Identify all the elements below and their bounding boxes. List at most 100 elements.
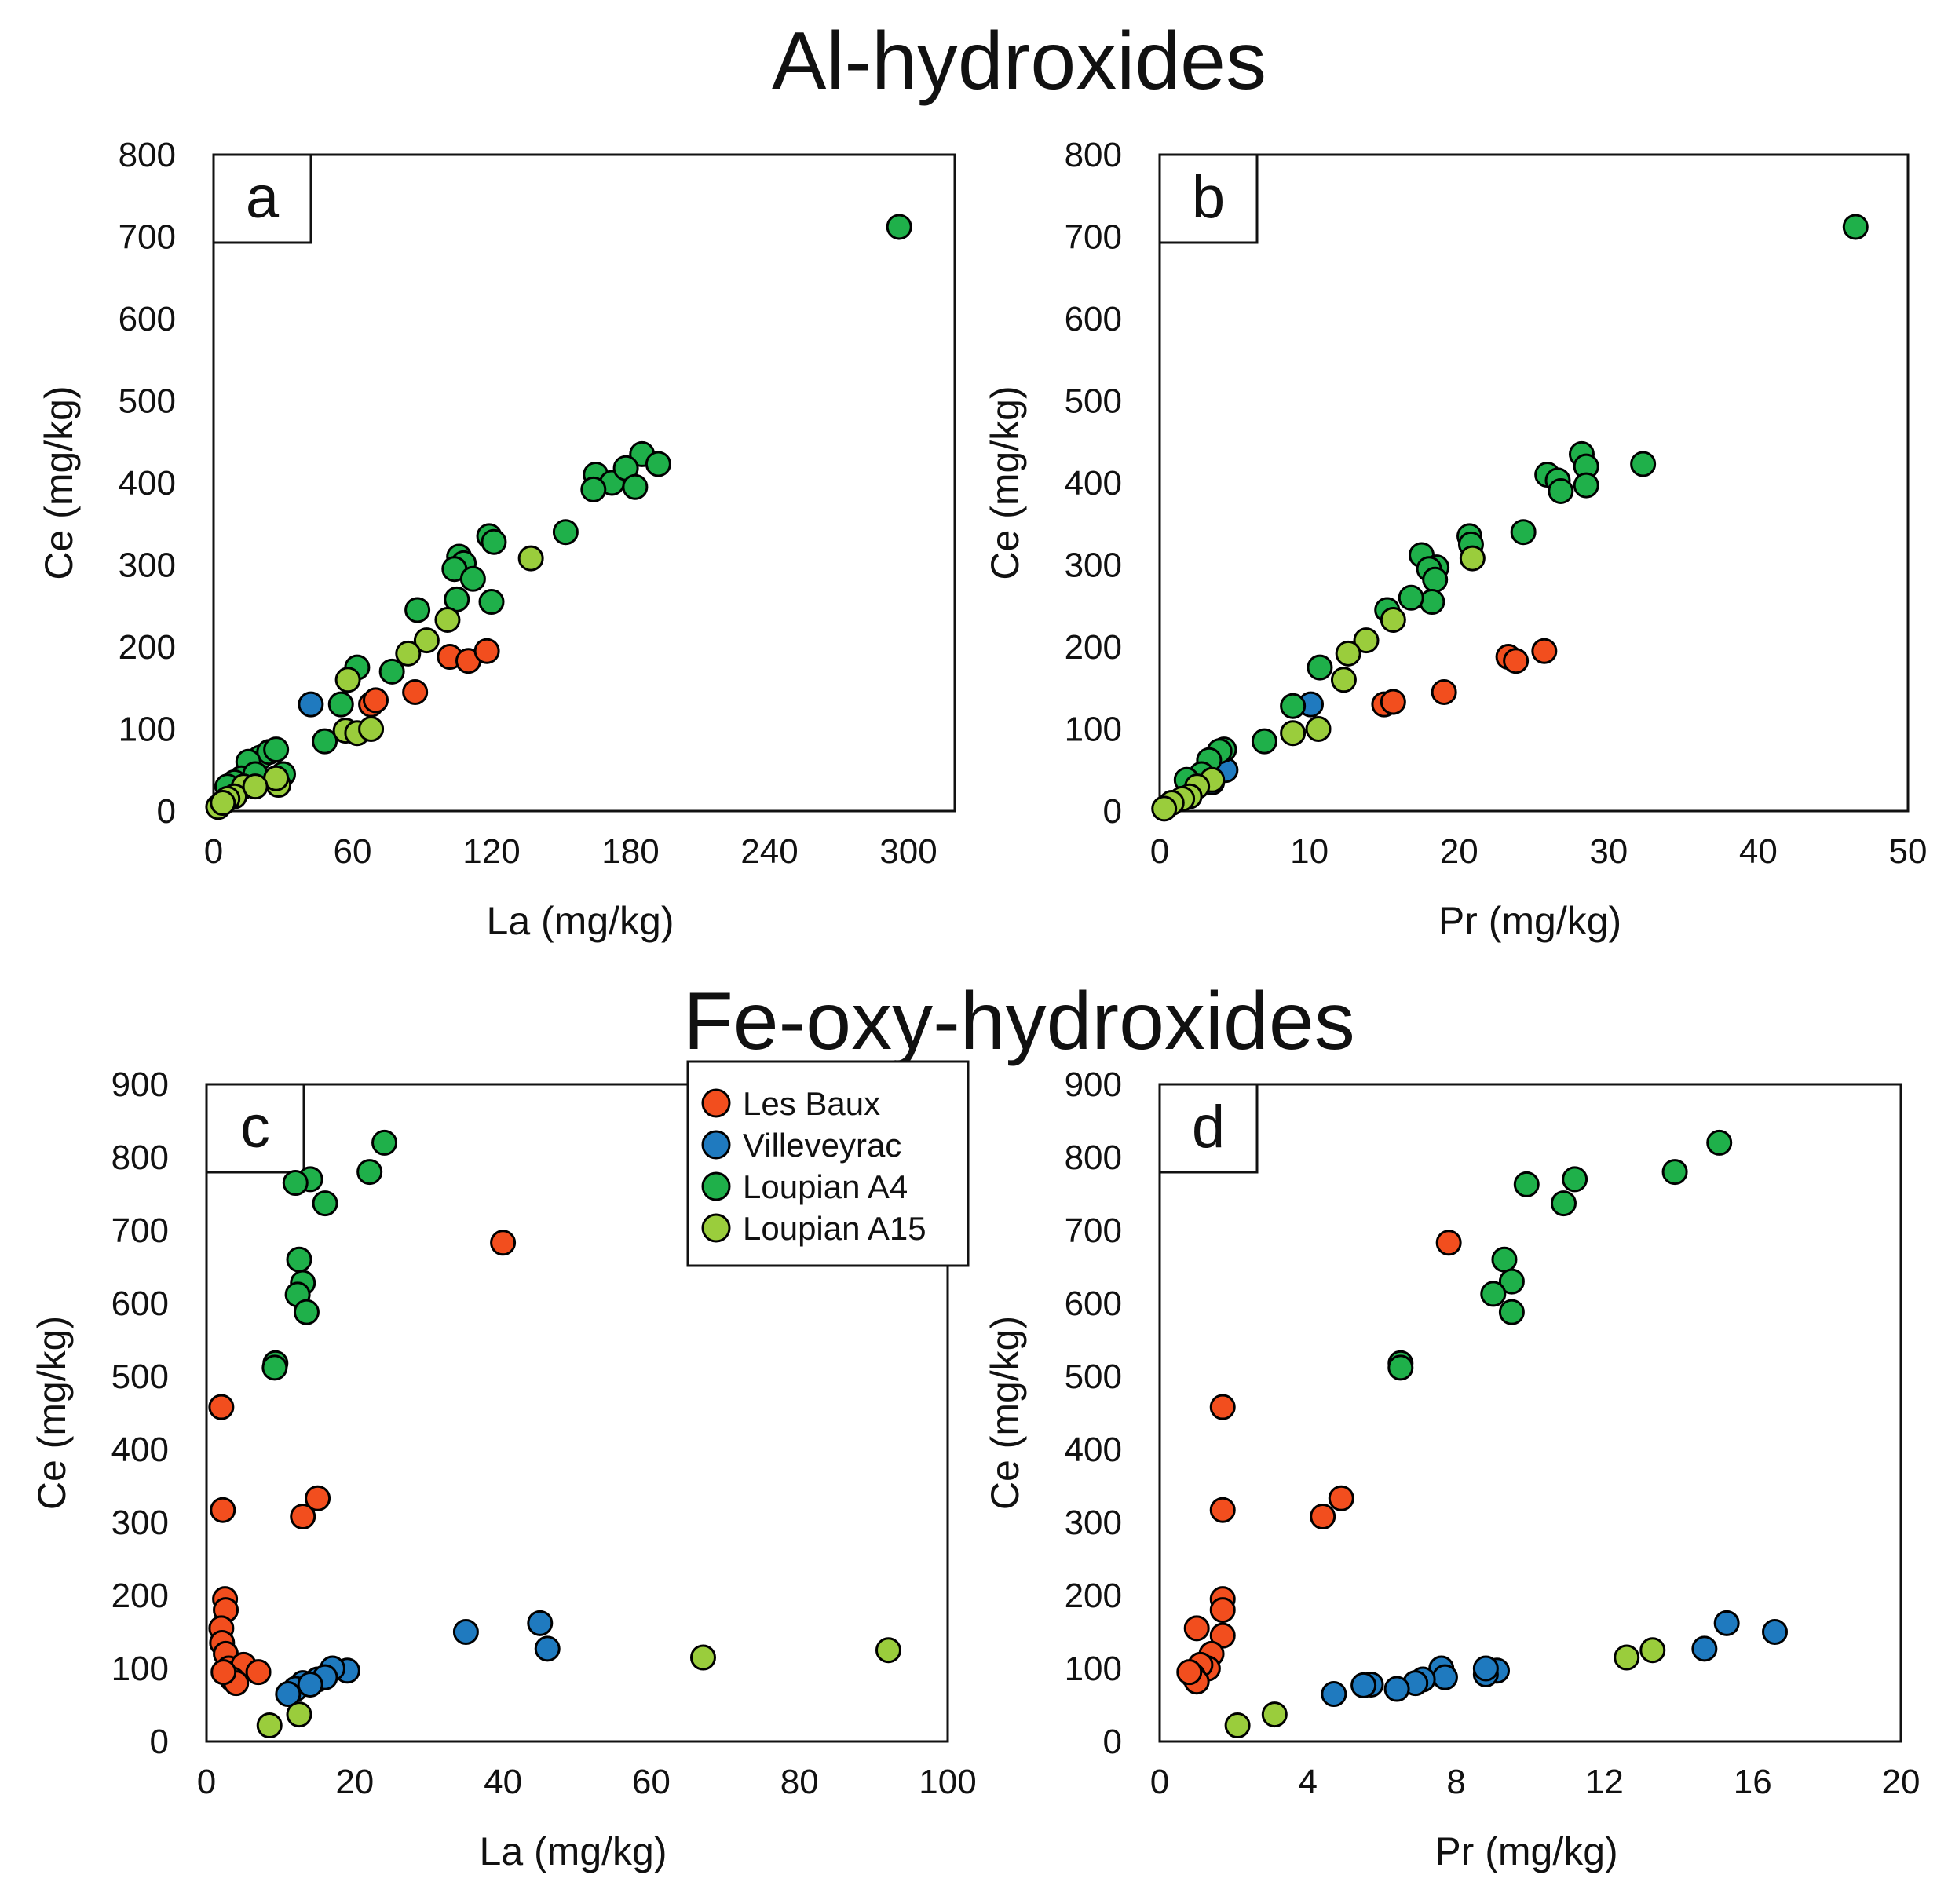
data-point bbox=[1706, 1129, 1733, 1156]
data-point bbox=[402, 678, 429, 705]
data-point bbox=[552, 519, 579, 546]
x-tick-label-a: 180 bbox=[601, 832, 659, 871]
y-tick-label-d: 200 bbox=[1065, 1577, 1122, 1615]
data-point bbox=[282, 1170, 309, 1197]
data-point bbox=[1573, 472, 1599, 499]
data-point bbox=[1661, 1159, 1688, 1186]
data-point bbox=[413, 627, 440, 654]
data-point bbox=[1842, 214, 1869, 240]
x-tick-label-a: 0 bbox=[204, 832, 223, 871]
data-point bbox=[263, 736, 290, 763]
data-point bbox=[293, 1299, 320, 1325]
y-tick-label-b: 200 bbox=[1065, 628, 1122, 667]
data-point bbox=[534, 1635, 561, 1662]
panel-letter-d: d bbox=[1192, 1094, 1225, 1160]
data-point bbox=[245, 1659, 272, 1686]
x-tick-label-d: 0 bbox=[1150, 1763, 1169, 1801]
y-tick-label-b: 600 bbox=[1065, 300, 1122, 338]
y-tick-label-c: 300 bbox=[111, 1504, 169, 1542]
data-point bbox=[645, 451, 671, 477]
x-tick-label-b: 50 bbox=[1889, 832, 1928, 871]
data-point bbox=[1251, 728, 1277, 755]
data-point bbox=[1435, 1230, 1462, 1256]
legend-label-villeveyrac: Villeveyrac bbox=[743, 1127, 901, 1164]
y-tick-label-c: 800 bbox=[111, 1138, 169, 1177]
legend-marker-loupian-a4 bbox=[701, 1171, 731, 1201]
data-point bbox=[689, 1644, 716, 1671]
x-tick-label-b: 10 bbox=[1290, 832, 1329, 871]
legend-label-loupian-a15: Loupian A15 bbox=[743, 1210, 926, 1247]
y-tick-label-b: 300 bbox=[1065, 546, 1122, 585]
y-tick-label-c: 0 bbox=[150, 1723, 169, 1761]
panel-letter-a: a bbox=[246, 164, 280, 231]
data-point bbox=[481, 528, 507, 555]
x-axis-label-c: La (mg/kg) bbox=[480, 1829, 667, 1873]
panel-letter-box-b bbox=[1158, 153, 1259, 244]
data-point bbox=[1691, 1635, 1718, 1662]
plot-frame-c bbox=[205, 1083, 949, 1743]
y-tick-label-a: 700 bbox=[119, 218, 176, 257]
y-tick-label-d: 100 bbox=[1065, 1650, 1122, 1688]
y-tick-label-b: 100 bbox=[1065, 711, 1122, 749]
data-point bbox=[242, 773, 269, 800]
x-tick-label-b: 40 bbox=[1739, 832, 1778, 871]
data-point bbox=[256, 1712, 283, 1739]
y-tick-label-d: 600 bbox=[1065, 1285, 1122, 1323]
data-point bbox=[1305, 716, 1332, 742]
series-villeveyrac-d bbox=[1321, 1610, 1789, 1708]
y-tick-label-c: 600 bbox=[111, 1285, 169, 1323]
y-tick-label-d: 400 bbox=[1065, 1431, 1122, 1469]
data-point bbox=[305, 1485, 331, 1511]
data-point bbox=[1261, 1701, 1288, 1728]
y-tick-label-b: 800 bbox=[1065, 136, 1122, 174]
data-point bbox=[290, 1504, 316, 1530]
data-point bbox=[1531, 638, 1558, 664]
data-point bbox=[312, 728, 338, 755]
data-point bbox=[434, 607, 461, 634]
x-tick-label-c: 40 bbox=[484, 1763, 522, 1801]
y-tick-label-c: 700 bbox=[111, 1211, 169, 1250]
y-tick-label-d: 800 bbox=[1065, 1138, 1122, 1177]
data-point bbox=[1209, 1394, 1236, 1420]
series-les-baux-d bbox=[1176, 1230, 1462, 1695]
series-loupian-a15-c bbox=[256, 1637, 901, 1739]
y-axis-label-c: Ce (mg/kg) bbox=[30, 1316, 74, 1510]
data-point bbox=[1151, 795, 1178, 822]
data-point bbox=[1398, 584, 1424, 611]
data-point bbox=[1550, 1190, 1577, 1217]
data-point bbox=[1513, 1171, 1540, 1197]
data-point bbox=[1713, 1610, 1740, 1636]
x-tick-label-a: 300 bbox=[879, 832, 937, 871]
data-point bbox=[1510, 519, 1537, 546]
y-tick-label-c: 500 bbox=[111, 1358, 169, 1396]
data-point bbox=[371, 1129, 398, 1156]
data-point bbox=[459, 565, 486, 592]
data-point bbox=[1380, 607, 1406, 634]
data-point bbox=[1548, 477, 1574, 504]
y-tick-label-a: 800 bbox=[119, 136, 176, 174]
data-point bbox=[1310, 1504, 1336, 1530]
plot-frame-a bbox=[212, 153, 956, 813]
x-tick-label-d: 8 bbox=[1446, 1763, 1465, 1801]
section-title-al: Al-hydroxides bbox=[772, 16, 1266, 107]
x-axis-label-a: La (mg/kg) bbox=[487, 899, 674, 943]
y-tick-label-a: 200 bbox=[119, 628, 176, 667]
data-point bbox=[327, 691, 354, 718]
series-les-baux-b bbox=[1371, 638, 1558, 718]
panel-letter-box-c bbox=[205, 1083, 305, 1174]
data-point bbox=[1431, 1664, 1458, 1690]
data-point bbox=[1431, 678, 1457, 705]
y-tick-label-b: 500 bbox=[1065, 382, 1122, 421]
legend-label-loupian-a4: Loupian A4 bbox=[743, 1168, 908, 1205]
x-tick-label-d: 4 bbox=[1299, 1763, 1318, 1801]
data-point bbox=[886, 214, 912, 240]
legend-marker-les-baux bbox=[701, 1088, 731, 1118]
data-point bbox=[1380, 689, 1406, 715]
series-loupian-a4-c bbox=[261, 1129, 398, 1381]
data-point bbox=[490, 1230, 517, 1256]
data-point bbox=[210, 1497, 236, 1523]
data-point bbox=[1422, 566, 1449, 593]
series-loupian-a15-b bbox=[1151, 545, 1486, 822]
